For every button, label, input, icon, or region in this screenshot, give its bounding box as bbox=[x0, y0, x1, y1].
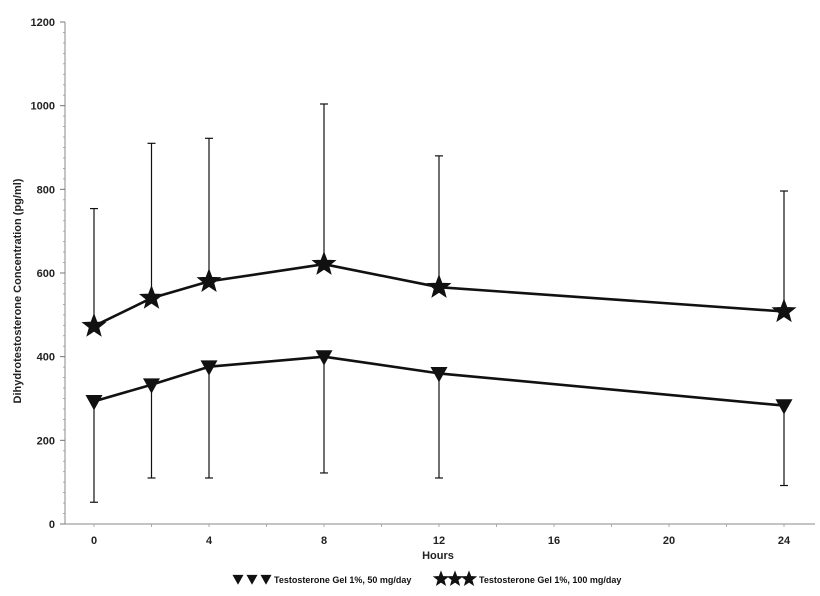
legend-label-series-50mg: Testosterone Gel 1%, 50 mg/day bbox=[274, 575, 411, 585]
data-point-0 bbox=[775, 399, 793, 415]
legend-star-icon bbox=[446, 570, 464, 586]
data-point-0 bbox=[85, 395, 103, 411]
data-point-1 bbox=[311, 251, 337, 275]
series-line-1 bbox=[93, 262, 785, 328]
legend-triangle-icon bbox=[232, 574, 244, 585]
series-markers bbox=[81, 251, 797, 415]
x-tick-label: 12 bbox=[433, 535, 445, 547]
series-line-0 bbox=[93, 355, 785, 407]
data-point-0 bbox=[315, 350, 333, 366]
data-point-1 bbox=[196, 268, 222, 292]
legend-label-series-100mg: Testosterone Gel 1%, 100 mg/day bbox=[479, 575, 621, 585]
y-tick-label: 1200 bbox=[31, 17, 55, 29]
x-tick-label: 0 bbox=[91, 535, 97, 547]
legend-star-icon bbox=[460, 570, 478, 586]
x-tick-label: 4 bbox=[206, 535, 213, 547]
legend-star-icon bbox=[432, 570, 450, 586]
legend-triangle-icon bbox=[246, 574, 258, 585]
error-bars bbox=[90, 103, 788, 503]
data-point-1 bbox=[81, 312, 107, 337]
y-tick-label: 200 bbox=[37, 435, 55, 447]
legend-marker-series-100mg bbox=[432, 570, 478, 586]
y-tick-label: 600 bbox=[37, 268, 55, 280]
data-point-0 bbox=[200, 360, 218, 376]
x-tick-label: 20 bbox=[663, 535, 675, 547]
y-tick-label: 800 bbox=[37, 184, 55, 196]
series-lines bbox=[93, 262, 785, 407]
x-axis-label: Hours bbox=[422, 550, 454, 562]
data-point-0 bbox=[430, 367, 448, 383]
axes: 0 200 400 600 800 1000 1200 0 4 8 12 16 20 24 bbox=[31, 17, 815, 547]
legend-marker-series-50mg bbox=[232, 574, 272, 585]
legend-triangle-icon bbox=[260, 574, 272, 585]
data-point-1 bbox=[771, 298, 797, 323]
y-tick-label: 400 bbox=[37, 352, 55, 364]
y-tick-label: 0 bbox=[49, 519, 55, 531]
y-tick-label: 1000 bbox=[31, 101, 55, 113]
x-tick-label: 8 bbox=[321, 535, 327, 547]
data-point-1 bbox=[426, 274, 452, 298]
y-axis-label: Dihydrotestosterone Concentration (pg/ml… bbox=[12, 178, 24, 403]
data-point-0 bbox=[143, 378, 160, 394]
x-tick-label: 24 bbox=[778, 535, 791, 547]
data-point-1 bbox=[139, 284, 164, 309]
x-tick-label: 16 bbox=[548, 535, 560, 547]
legend: Testosterone Gel 1%, 50 mg/day Testoster… bbox=[232, 570, 621, 586]
